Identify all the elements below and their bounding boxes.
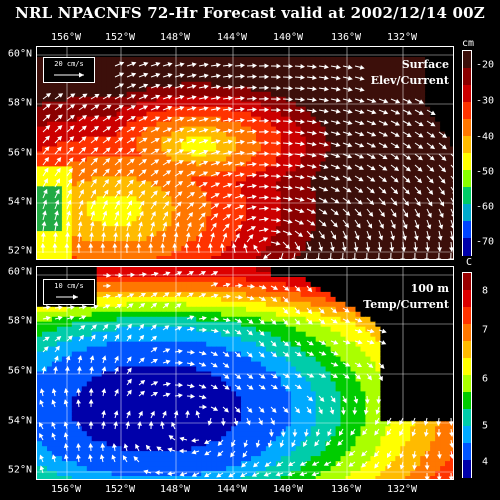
surface-label-line2: Elev/Current [370, 74, 449, 87]
scale-arrow-icon-bottom [56, 294, 78, 300]
lon-label-bottom: 156°W [50, 484, 82, 495]
lat-label-bottom: 56°N [7, 365, 32, 377]
colorbar-tick-label: 7 [482, 324, 489, 336]
colorbar-segment [463, 238, 471, 256]
surface-elevation-field [37, 47, 453, 259]
colorbar-segment [463, 460, 471, 478]
colorbar-segment [463, 375, 471, 393]
lon-label-bottom: 144°W [216, 484, 248, 495]
lat-label-bottom: 52°N [7, 464, 32, 476]
lat-label-top: 58°N [7, 97, 32, 109]
colorbar-tick-label: -40 [476, 131, 495, 143]
colorbar-segment [463, 273, 471, 291]
colorbar-segment [463, 68, 471, 86]
lon-label-top: 144°W [216, 32, 248, 43]
colorbar-segment [463, 307, 471, 325]
lat-label-bottom: 54°N [7, 415, 32, 427]
temp-label-line2: Temp/Current [363, 298, 449, 311]
temperature-field [37, 267, 453, 479]
temp-label-line1: 100 m [410, 282, 449, 295]
field-cells [37, 47, 453, 259]
surface-elevation-panel: 20 cm/s Surface Elev/Current [36, 46, 454, 260]
colorbar-segment [463, 426, 471, 444]
colorbar-segment [463, 170, 471, 188]
colorbar-segment [463, 324, 471, 342]
velocity-scale-label: 20 cm/s [54, 60, 84, 68]
lon-label-top: 132°W [386, 32, 418, 43]
elevation-colorbar [462, 50, 472, 256]
colorbar-segment [463, 358, 471, 376]
temperature-panel: 10 cm/s 100 m Temp/Current [36, 266, 454, 480]
lat-label-bottom: 58°N [7, 315, 32, 327]
colorbar-tick-label: -50 [476, 166, 495, 178]
lon-label-bottom: 136°W [330, 484, 362, 495]
velocity-scale-label-bottom: 10 cm/s [54, 282, 84, 290]
colorbar-tick-label: 4 [482, 456, 489, 468]
velocity-scale-box-bottom: 10 cm/s [43, 279, 95, 305]
colorbar-tick-label: -30 [476, 95, 495, 107]
colorbar-tick-label: -70 [476, 236, 495, 248]
colorbar-tick-label: 5 [482, 420, 489, 432]
lon-label-top: 136°W [330, 32, 362, 43]
colorbar-segment [463, 136, 471, 154]
scale-arrow-icon [54, 72, 84, 78]
lat-label-top: 60°N [7, 48, 32, 60]
lon-label-bottom: 132°W [386, 484, 418, 495]
colorbar-segment [463, 85, 471, 103]
temperature-colorbar [462, 272, 472, 478]
lon-label-top: 156°W [50, 32, 82, 43]
lat-label-top: 56°N [7, 147, 32, 159]
colorbar-segment [463, 409, 471, 427]
field-cells [37, 267, 453, 479]
lon-label-bottom: 152°W [104, 484, 136, 495]
colorbar-segment [463, 119, 471, 137]
colorbar-tick-label: 6 [482, 373, 489, 385]
colorbar-segment [463, 187, 471, 205]
surface-panel-label: Surface Elev/Current [371, 57, 449, 89]
lon-label-top: 140°W [272, 32, 304, 43]
colorbar-segment [463, 221, 471, 239]
colorbar-segment [463, 204, 471, 222]
top-colorbar-unit: cm [462, 38, 475, 49]
colorbar-segment [463, 153, 471, 171]
lon-label-bottom: 140°W [272, 484, 304, 495]
colorbar-segment [463, 290, 471, 308]
temperature-panel-label: 100 m Temp/Current [363, 281, 449, 313]
colorbar-segment [463, 102, 471, 120]
bottom-colorbar-unit: C [466, 257, 473, 268]
lon-label-top: 152°W [104, 32, 136, 43]
current-vectors [39, 271, 453, 479]
colorbar-segment [463, 392, 471, 410]
lon-label-top: 148°W [159, 32, 191, 43]
current-vectors [40, 61, 453, 259]
colorbar-segment [463, 51, 471, 69]
colorbar-tick-label: 8 [482, 285, 489, 297]
velocity-scale-box: 20 cm/s [43, 57, 95, 83]
lat-label-top: 54°N [7, 196, 32, 208]
lat-label-bottom: 60°N [7, 266, 32, 278]
map-title: NRL NPACNFS 72-Hr Forecast valid at 2002… [15, 4, 485, 22]
surface-label-line1: Surface [401, 58, 449, 71]
colorbar-tick-label: -20 [476, 59, 495, 71]
colorbar-tick-label: -60 [476, 201, 495, 213]
lat-label-top: 52°N [7, 245, 32, 257]
lon-label-bottom: 148°W [159, 484, 191, 495]
colorbar-segment [463, 443, 471, 461]
colorbar-segment [463, 341, 471, 359]
